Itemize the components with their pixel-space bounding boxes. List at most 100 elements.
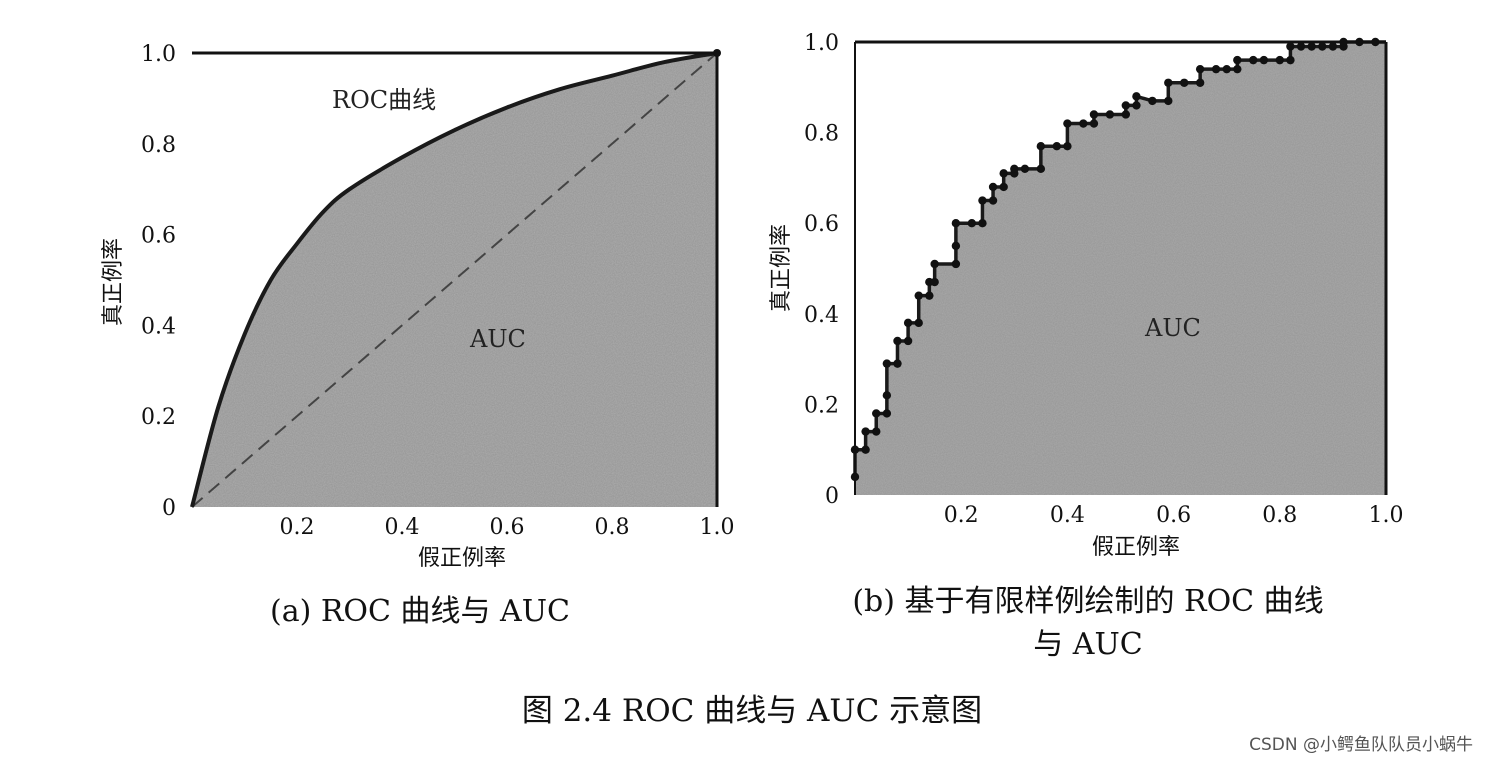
sample-point — [1148, 96, 1157, 106]
sample-point — [1259, 55, 1269, 65]
sample-point — [1211, 64, 1221, 74]
sample-point — [1105, 110, 1115, 119]
caption-b-line2: 与 AUC — [1033, 627, 1142, 662]
auc-area-texture — [855, 42, 1386, 495]
x-tick-label: 0.6 — [490, 515, 525, 540]
sample-point — [951, 219, 961, 228]
sample-point — [1132, 92, 1141, 101]
sample-point — [1296, 42, 1306, 51]
sample-point — [893, 336, 902, 346]
figure-title: 图 2.4 ROC 曲线与 AUC 示意图 — [522, 693, 982, 729]
watermark: CSDN @小鳄鱼队队员小蜗牛 — [1249, 735, 1473, 755]
y-axis-label: 真正例率 — [769, 224, 794, 312]
sample-point — [1121, 110, 1131, 119]
sample-point — [988, 196, 998, 205]
y-axis-label: 真正例率 — [101, 238, 126, 326]
x-tick-label: 0.4 — [1050, 503, 1085, 528]
x-tick-label: 0.2 — [280, 515, 315, 540]
sample-point — [914, 318, 923, 328]
y-tick-label: 0.2 — [804, 393, 839, 418]
sample-point — [1222, 64, 1231, 74]
auc-label: AUC — [469, 325, 526, 353]
sample-point — [1371, 37, 1380, 47]
sample-point — [1052, 141, 1061, 151]
x-tick-label: 0.4 — [385, 515, 420, 540]
sample-point — [951, 259, 961, 269]
sample-point — [1286, 42, 1295, 51]
sample-points — [850, 37, 1380, 482]
caption-b-line1: (b) 基于有限样例绘制的 ROC 曲线 — [852, 584, 1323, 619]
sample-point — [872, 427, 881, 436]
y-tick-label: 0.8 — [141, 133, 176, 158]
sample-point — [1079, 119, 1088, 128]
sample-point — [1195, 64, 1205, 74]
sample-point — [1307, 42, 1316, 51]
y-tick-label: 0 — [825, 484, 839, 509]
sample-point — [882, 391, 892, 400]
sample-point — [1063, 141, 1072, 151]
sample-point — [1132, 101, 1141, 110]
sample-point — [1328, 42, 1338, 51]
sample-point — [882, 409, 892, 418]
sample-point — [1339, 37, 1348, 47]
chart-b: 0 0.2 0.4 0.6 0.8 1.0 0.2 0.4 0.6 0.8 1.0 AUC 假正例… — [769, 31, 1404, 662]
y-tick-label: 0.2 — [141, 405, 176, 430]
end-point — [713, 49, 721, 57]
y-tick-label: 0.4 — [804, 303, 839, 328]
sample-point — [951, 241, 961, 251]
sample-point — [1089, 119, 1099, 128]
sample-point — [1355, 37, 1364, 47]
y-tick-labels: 0 0.2 0.4 0.6 0.8 1.0 — [804, 31, 839, 509]
caption-a: (a) ROC 曲线与 AUC — [270, 594, 570, 629]
chart-a: 0 0.2 0.4 0.6 0.8 1.0 0.2 0.4 0.6 0.8 1.0 ROC曲线 A… — [101, 42, 735, 629]
sample-point — [861, 427, 870, 436]
x-axis-label: 假正例率 — [418, 546, 506, 571]
x-tick-label: 1.0 — [700, 515, 735, 540]
sample-point — [978, 219, 987, 228]
sample-point — [1010, 164, 1019, 174]
sample-point — [903, 318, 913, 328]
sample-point — [999, 169, 1008, 178]
x-tick-label: 0.2 — [944, 503, 979, 528]
sample-point — [1164, 78, 1173, 87]
sample-point — [903, 336, 913, 346]
sample-point — [978, 196, 987, 205]
sample-point — [1164, 96, 1173, 106]
sample-point — [1036, 164, 1046, 174]
sample-point — [1233, 55, 1242, 65]
x-tick-labels: 0.2 0.4 0.6 0.8 1.0 — [944, 503, 1404, 528]
sample-point — [999, 182, 1008, 192]
y-tick-labels: 0 0.2 0.4 0.6 0.8 1.0 — [141, 42, 176, 521]
x-tick-label: 0.8 — [595, 515, 630, 540]
y-tick-label: 0.6 — [141, 224, 176, 249]
sample-point — [930, 259, 939, 269]
sample-point — [1089, 110, 1099, 119]
sample-point — [1275, 55, 1285, 65]
sample-point — [914, 291, 923, 300]
sample-point — [1195, 78, 1205, 87]
x-tick-label: 0.6 — [1156, 503, 1191, 528]
sample-point — [988, 182, 998, 192]
sample-point — [1318, 42, 1327, 51]
sample-point — [1286, 55, 1295, 65]
sample-point — [930, 277, 939, 287]
y-tick-label: 0.8 — [804, 122, 839, 147]
roc-curve-label: ROC曲线 — [332, 86, 436, 114]
sample-point — [1020, 164, 1030, 174]
sample-point — [893, 359, 902, 368]
sample-point — [1233, 64, 1242, 74]
y-tick-label: 0.4 — [141, 314, 176, 339]
random-guess-diagonal — [191, 52, 718, 508]
x-tick-labels: 0.2 0.4 0.6 0.8 1.0 — [280, 515, 735, 540]
roc-curve — [190, 51, 718, 508]
x-axis-label: 假正例率 — [1092, 535, 1180, 560]
sample-point — [861, 445, 870, 454]
auc-area-texture — [192, 53, 717, 507]
y-tick-label: 1.0 — [804, 31, 839, 56]
y-tick-label: 1.0 — [141, 42, 176, 67]
sample-point — [1249, 55, 1258, 65]
sample-point — [1036, 141, 1046, 151]
sample-point — [967, 219, 977, 228]
y-tick-label: 0 — [162, 496, 176, 521]
